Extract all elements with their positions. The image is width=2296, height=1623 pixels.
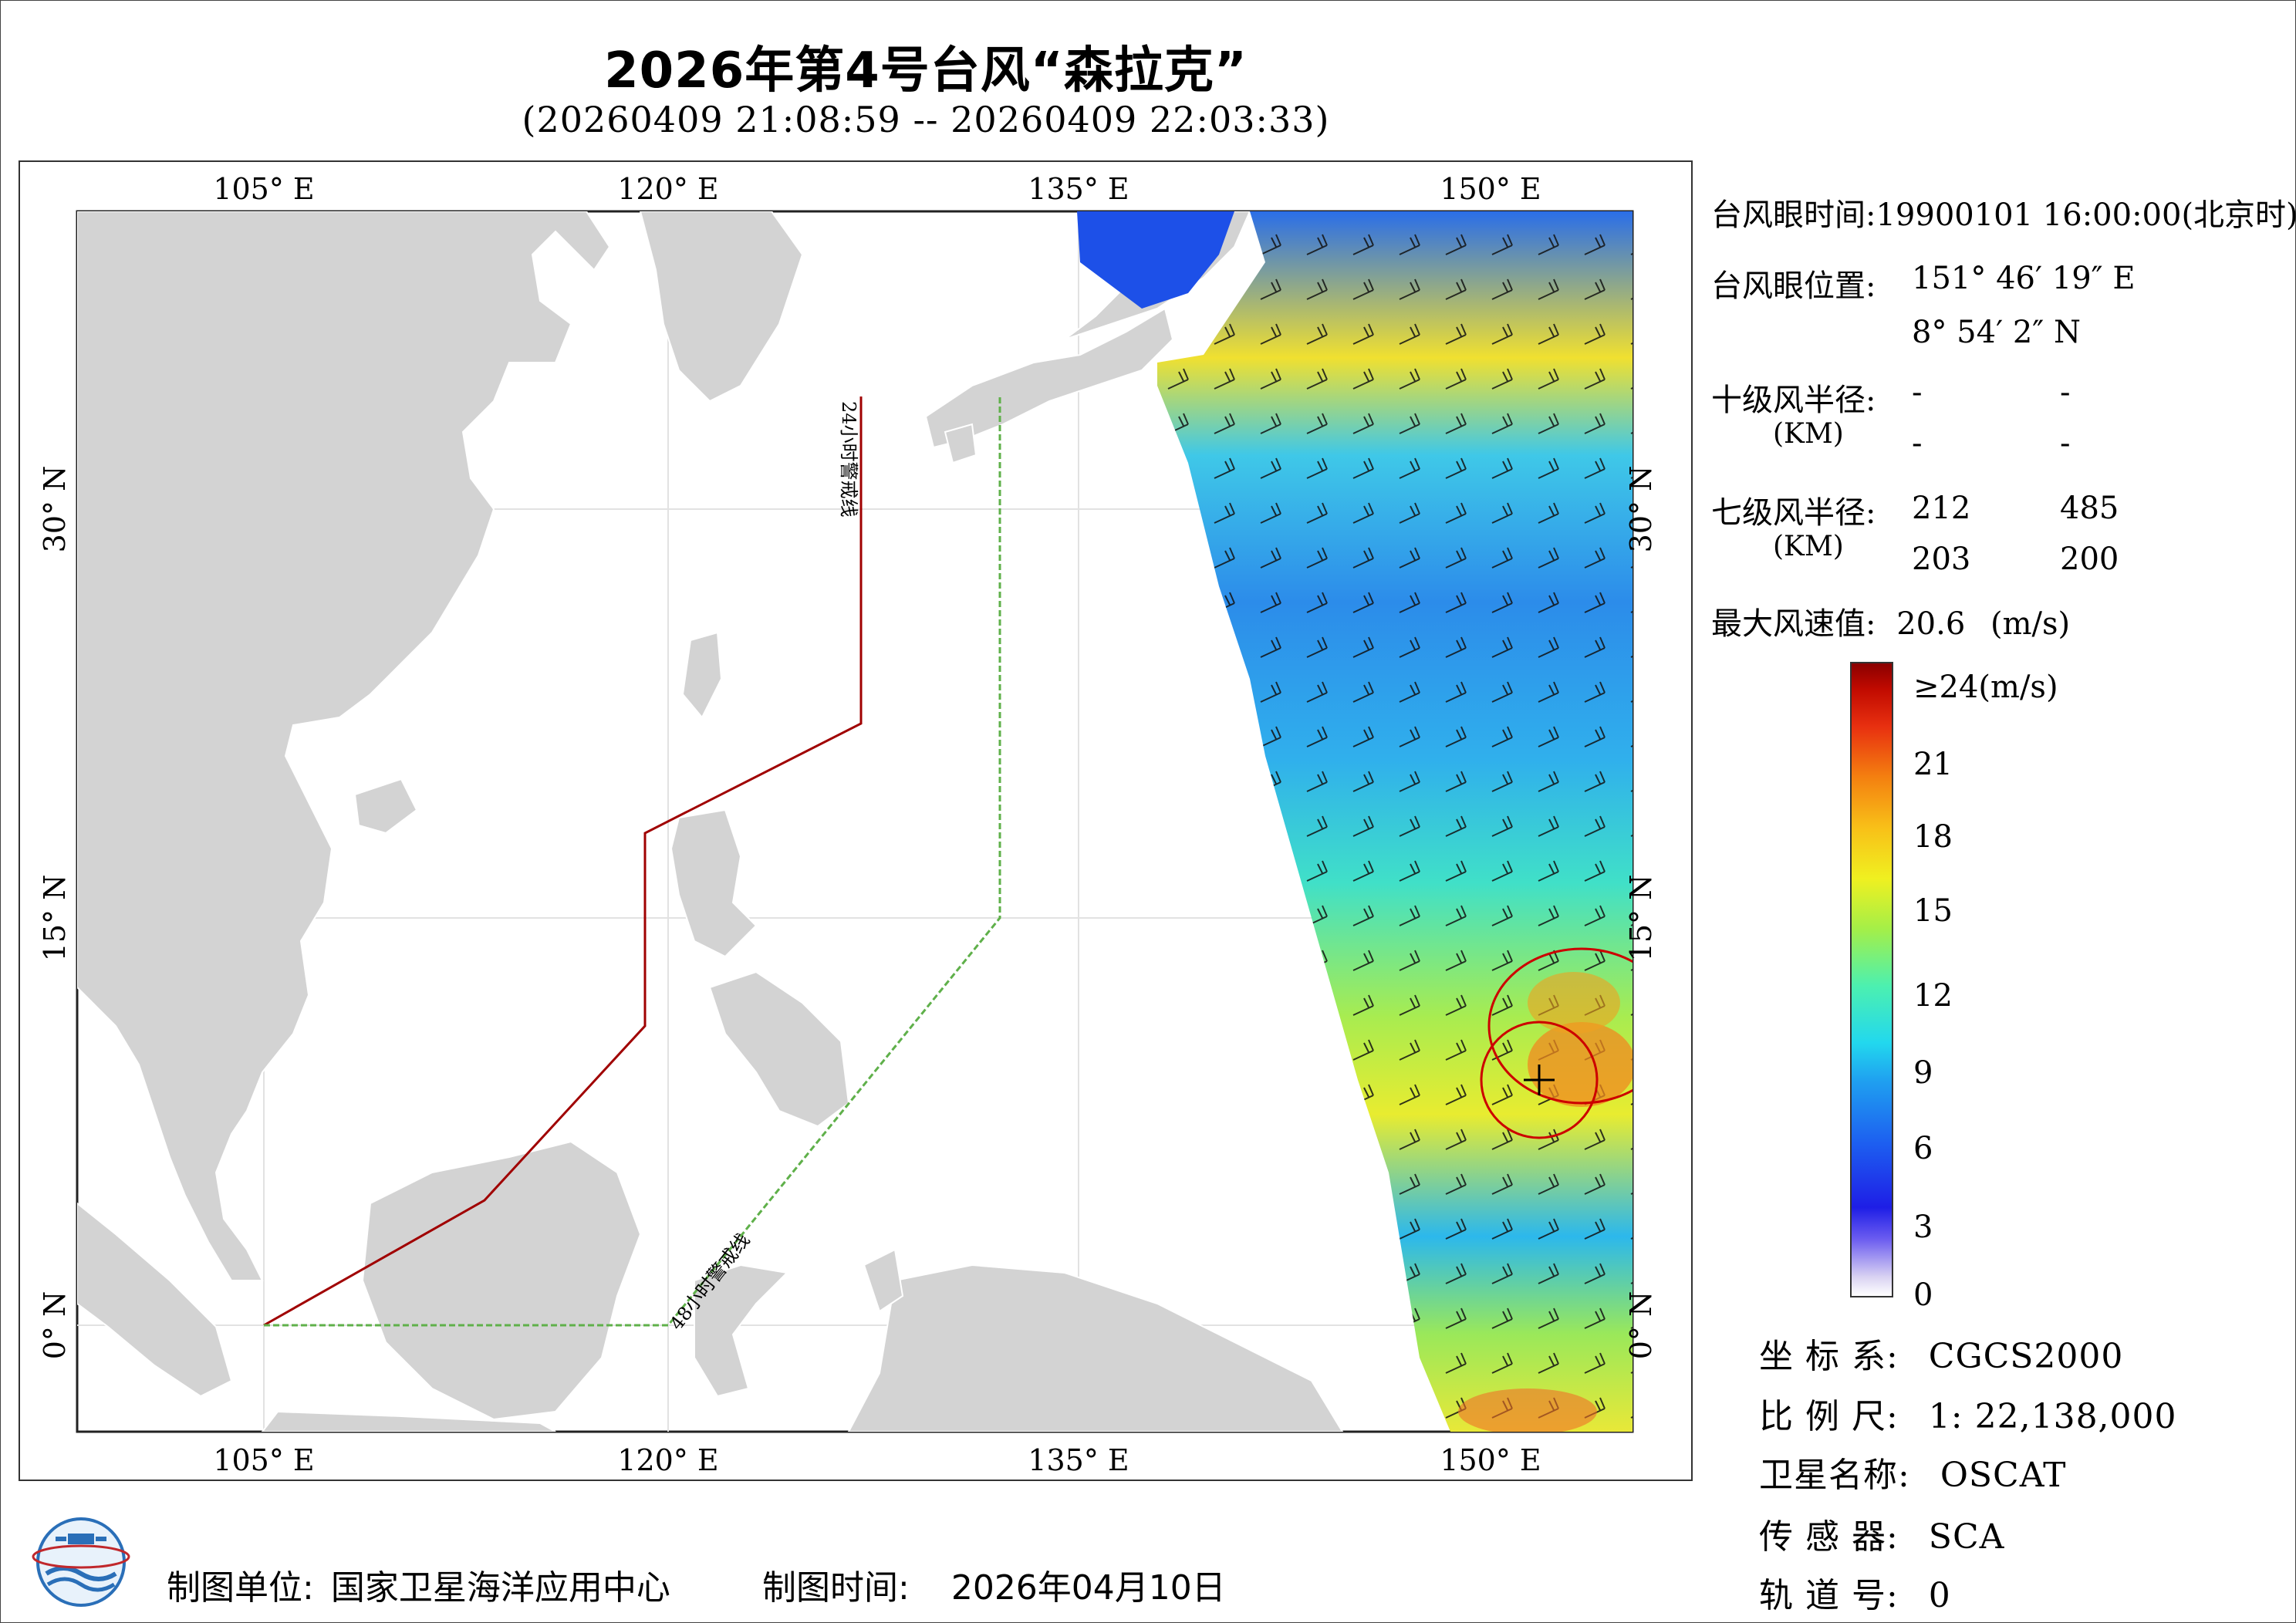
r10-unit: (KM) <box>1773 418 1844 450</box>
max-wind-row: 最大风速值: 20.6 (m/s) <box>1711 599 2070 643</box>
crs-row: 坐 标 系: CGCS2000 <box>1759 1328 2123 1378</box>
date-label: 制图时间: <box>762 1568 910 1608</box>
satellite-label: 卫星名称: <box>1759 1456 1910 1495</box>
typhoon-eye-marker <box>1524 1065 1555 1095</box>
r10-value-ne: - <box>1912 375 1923 410</box>
lon-label-top-150: 150° E <box>1440 172 1541 206</box>
sensor-value: SCA <box>1928 1517 2005 1557</box>
lon-label-top-120: 120° E <box>617 172 718 206</box>
scale-label: 比 例 尺: <box>1759 1397 1899 1436</box>
orbit-label: 轨 道 号: <box>1759 1576 1899 1615</box>
colorbar-label-6: 6 <box>1913 1131 1933 1166</box>
lat-label-right-0: 0° N <box>1624 1291 1658 1360</box>
date-value: 2026年04月10日 <box>950 1568 1226 1608</box>
r7-value-ne: 212 <box>1912 491 1971 526</box>
land <box>77 211 1344 1432</box>
orbit-row: 轨 道 号: 0 <box>1759 1567 1951 1617</box>
colorbar-label-15: 15 <box>1913 893 1953 929</box>
warning-line-24h <box>263 396 863 1327</box>
r7-value-sw: 203 <box>1912 542 1971 577</box>
r10-label: 十级风半径: <box>1711 383 1876 418</box>
nsoas-logo-icon <box>32 1517 130 1607</box>
r10-value-nw: - <box>2060 426 2071 461</box>
lat-label-left-30: 30° N <box>38 466 72 553</box>
producer-label: 制图单位: <box>167 1568 314 1608</box>
orbit-value: 0 <box>1928 1576 1951 1615</box>
lon-label-bottom-135: 135° E <box>1028 1443 1129 1477</box>
r10-value-sw: - <box>1912 426 1923 461</box>
scale-row: 比 例 尺: 1: 22,138,000 <box>1759 1388 2177 1438</box>
sensor-label: 传 感 器: <box>1759 1517 1899 1557</box>
colorbar-label-21: 21 <box>1913 747 1953 782</box>
colorbar-label-12: 12 <box>1913 978 1953 1014</box>
wind-core-north <box>1528 972 1620 1034</box>
colorbar-label-18: 18 <box>1913 819 1953 855</box>
max-wind-label: 最大风速值: <box>1711 606 1876 642</box>
lat-label-left-0: 0° N <box>38 1291 72 1360</box>
time-range: (20260409 21:08:59 -- 20260409 22:03:33) <box>522 99 1330 140</box>
lat-label-left-15: 15° N <box>38 875 72 962</box>
wind-core-south <box>1458 1388 1597 1432</box>
r7-radius-ne <box>1487 947 1633 1105</box>
lon-label-bottom-150: 150° E <box>1440 1443 1541 1477</box>
warning-line-48h <box>264 396 1001 1327</box>
eye-pos-label: 台风眼位置: <box>1711 268 1876 304</box>
eye-lat-value: 8° 54′ 2″ N <box>1912 315 2081 350</box>
lon-label-bottom-120: 120° E <box>617 1443 718 1477</box>
crs-label: 坐 标 系: <box>1759 1337 1899 1376</box>
wind-core-high <box>1528 1022 1633 1107</box>
eye-time-label: 台风眼时间: <box>1711 197 1876 233</box>
crs-value: CGCS2000 <box>1928 1337 2124 1376</box>
lon-label-top-135: 135° E <box>1028 172 1129 206</box>
eye-time-value: 19900101 16:00:00(北京时) <box>1876 197 2296 233</box>
wind-swath-north-patch <box>1077 211 1234 309</box>
max-wind-value: 20.6 <box>1896 606 1966 642</box>
colorbar-label-24: ≥24(m/s) <box>1913 670 2058 705</box>
colorbar-label-9: 9 <box>1913 1055 1933 1091</box>
producer-value: 国家卫星海洋应用中心 <box>330 1568 670 1608</box>
colorbar-label-0: 0 <box>1913 1277 1933 1313</box>
map-title: 2026年第4号台风“森拉克” <box>604 42 1248 100</box>
r7-label: 七级风半径: <box>1711 495 1876 531</box>
r7-radius-sw <box>1480 1021 1599 1139</box>
r7-value-se: 485 <box>2060 491 2119 526</box>
r7-value-nw: 200 <box>2060 542 2119 577</box>
lon-label-bottom-105: 105° E <box>213 1443 314 1477</box>
r7-unit: (KM) <box>1773 531 1844 562</box>
lon-label-top-105: 105° E <box>213 172 314 206</box>
lat-label-right-30: 30° N <box>1624 466 1658 553</box>
lat-label-right-15: 15° N <box>1624 875 1658 962</box>
date-row: 制图时间: 2026年04月10日 <box>762 1560 1226 1609</box>
wind-speed-colorbar <box>1850 662 1893 1297</box>
eye-time-row: 台风眼时间:19900101 16:00:00(北京时) <box>1711 190 2296 235</box>
satellite-row: 卫星名称: OSCAT <box>1759 1447 2066 1496</box>
r10-value-se: - <box>2060 375 2071 410</box>
sensor-row: 传 感 器: SCA <box>1759 1509 2004 1558</box>
satellite-value: OSCAT <box>1940 1456 2067 1495</box>
scale-value: 1: 22,138,000 <box>1928 1397 2177 1436</box>
colorbar-label-3: 3 <box>1913 1210 1933 1245</box>
eye-lon-value: 151° 46′ 19″ E <box>1912 261 2136 296</box>
warning-line-24h-label: 24小时警戒线 <box>838 401 859 518</box>
max-wind-unit: (m/s) <box>1990 606 2071 642</box>
wind-barbs <box>1077 211 1633 1432</box>
producer-row: 制图单位: 国家卫星海洋应用中心 <box>167 1560 670 1609</box>
